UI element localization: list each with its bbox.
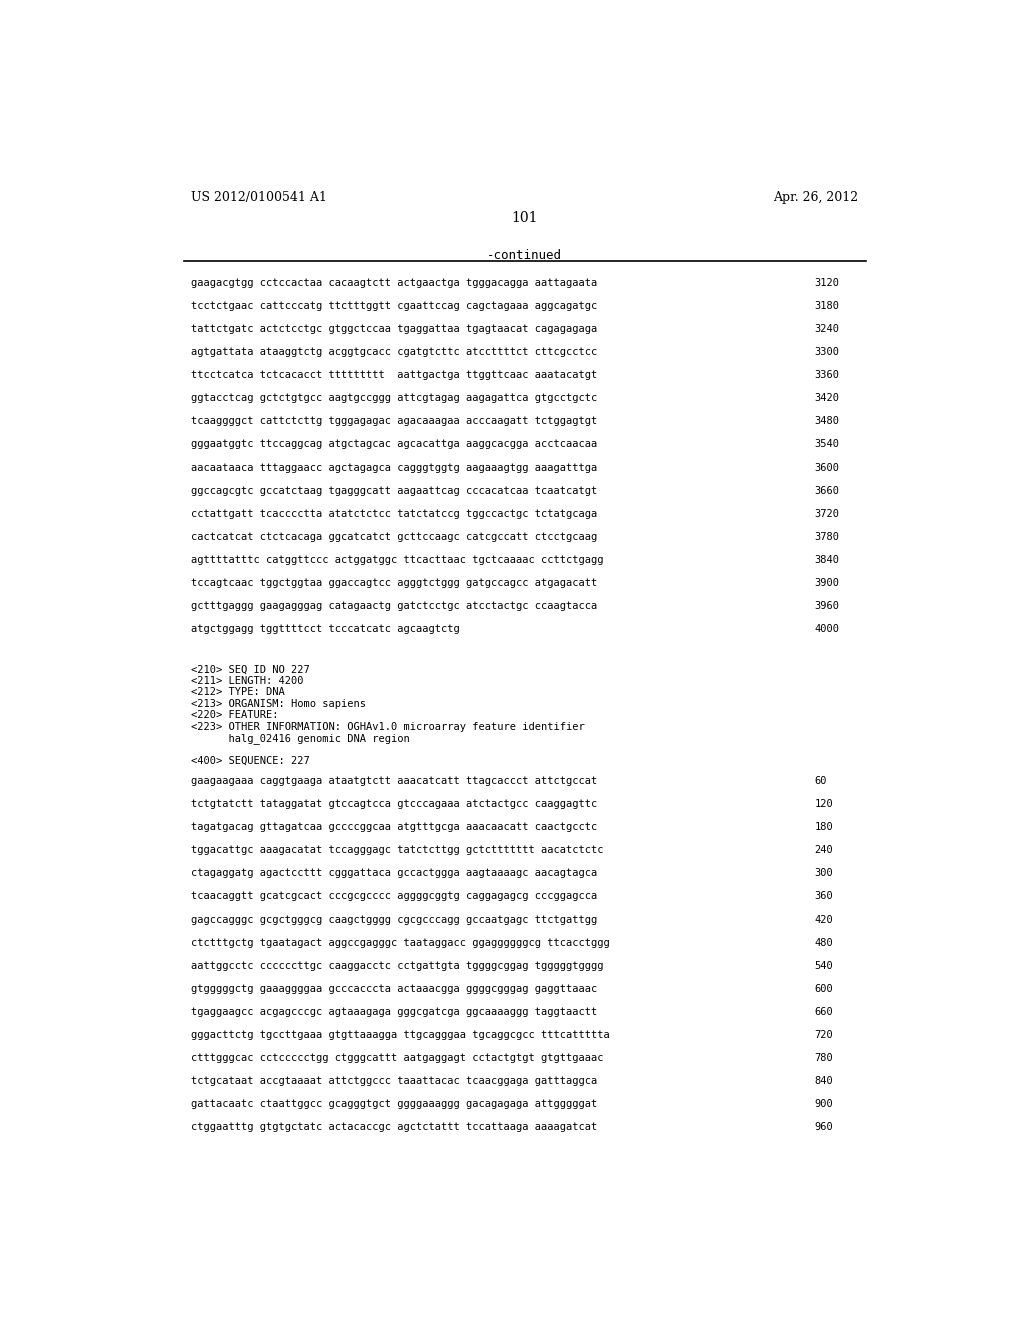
Text: 3540: 3540 [814,440,840,449]
Text: <210> SEQ ID NO 227: <210> SEQ ID NO 227 [191,664,310,675]
Text: ttcctcatca tctcacacct ttttttttt  aattgactga ttggttcaac aaatacatgt: ttcctcatca tctcacacct ttttttttt aattgact… [191,370,598,380]
Text: 60: 60 [814,776,827,785]
Text: 3480: 3480 [814,416,840,426]
Text: 3660: 3660 [814,486,840,495]
Text: gaagaagaaa caggtgaaga ataatgtctt aaacatcatt ttagcaccct attctgccat: gaagaagaaa caggtgaaga ataatgtctt aaacatc… [191,776,598,785]
Text: tcctctgaac cattcccatg ttctttggtt cgaattccag cagctagaaa aggcagatgc: tcctctgaac cattcccatg ttctttggtt cgaattc… [191,301,598,310]
Text: ggccagcgtc gccatctaag tgagggcatt aagaattcag cccacatcaa tcaatcatgt: ggccagcgtc gccatctaag tgagggcatt aagaatt… [191,486,598,495]
Text: tagatgacag gttagatcaa gccccggcaa atgtttgcga aaacaacatt caactgcctc: tagatgacag gttagatcaa gccccggcaa atgtttg… [191,822,598,832]
Text: <223> OTHER INFORMATION: OGHAv1.0 microarray feature identifier: <223> OTHER INFORMATION: OGHAv1.0 microa… [191,722,586,733]
Text: 540: 540 [814,961,834,970]
Text: 120: 120 [814,799,834,809]
Text: agttttatttc catggttccc actggatggc ttcacttaac tgctcaaaac ccttctgagg: agttttatttc catggttccc actggatggc ttcact… [191,554,604,565]
Text: tcaacaggtt gcatcgcact cccgcgcccc aggggcggtg caggagagcg cccggagcca: tcaacaggtt gcatcgcact cccgcgcccc aggggcg… [191,891,598,902]
Text: 3780: 3780 [814,532,840,541]
Text: <211> LENGTH: 4200: <211> LENGTH: 4200 [191,676,304,686]
Text: 960: 960 [814,1122,834,1133]
Text: tctgtatctt tataggatat gtccagtcca gtcccagaaa atctactgcc caaggagttc: tctgtatctt tataggatat gtccagtcca gtcccag… [191,799,598,809]
Text: gctttgaggg gaagagggag catagaactg gatctcctgc atcctactgc ccaagtacca: gctttgaggg gaagagggag catagaactg gatctcc… [191,601,598,611]
Text: 3180: 3180 [814,301,840,310]
Text: 360: 360 [814,891,834,902]
Text: gattacaatc ctaattggcc gcagggtgct ggggaaaggg gacagagaga attgggggat: gattacaatc ctaattggcc gcagggtgct ggggaaa… [191,1100,598,1109]
Text: 720: 720 [814,1030,834,1040]
Text: <213> ORGANISM: Homo sapiens: <213> ORGANISM: Homo sapiens [191,700,367,709]
Text: cctattgatt tcacccctta atatctctcc tatctatccg tggccactgc tctatgcaga: cctattgatt tcacccctta atatctctcc tatctat… [191,508,598,519]
Text: tattctgatc actctcctgc gtggctccaa tgaggattaa tgagtaacat cagagagaga: tattctgatc actctcctgc gtggctccaa tgaggat… [191,323,598,334]
Text: -continued: -continued [487,249,562,263]
Text: 420: 420 [814,915,834,924]
Text: gtgggggctg gaaaggggaa gcccacccta actaaacgga ggggcgggag gaggttaaac: gtgggggctg gaaaggggaa gcccacccta actaaac… [191,983,598,994]
Text: 780: 780 [814,1053,834,1063]
Text: tgaggaagcc acgagcccgc agtaaagaga gggcgatcga ggcaaaaggg taggtaactt: tgaggaagcc acgagcccgc agtaaagaga gggcgat… [191,1007,598,1016]
Text: 180: 180 [814,822,834,832]
Text: <220> FEATURE:: <220> FEATURE: [191,710,279,721]
Text: tcaaggggct cattctcttg tgggagagac agacaaagaa acccaagatt tctggagtgt: tcaaggggct cattctcttg tgggagagac agacaaa… [191,416,598,426]
Text: 240: 240 [814,845,834,855]
Text: 840: 840 [814,1076,834,1086]
Text: 3120: 3120 [814,277,840,288]
Text: aacaataaca tttaggaacc agctagagca cagggtggtg aagaaagtgg aaagatttga: aacaataaca tttaggaacc agctagagca cagggtg… [191,462,598,473]
Text: 600: 600 [814,983,834,994]
Text: 900: 900 [814,1100,834,1109]
Text: 3300: 3300 [814,347,840,356]
Text: tctgcataat accgtaaaat attctggccc taaattacac tcaacggaga gatttaggca: tctgcataat accgtaaaat attctggccc taaatta… [191,1076,598,1086]
Text: 3240: 3240 [814,323,840,334]
Text: 3600: 3600 [814,462,840,473]
Text: 480: 480 [814,937,834,948]
Text: 300: 300 [814,869,834,878]
Text: Apr. 26, 2012: Apr. 26, 2012 [773,191,858,203]
Text: 3900: 3900 [814,578,840,587]
Text: US 2012/0100541 A1: US 2012/0100541 A1 [191,191,328,203]
Text: 660: 660 [814,1007,834,1016]
Text: gagccagggc gcgctgggcg caagctgggg cgcgcccagg gccaatgagc ttctgattgg: gagccagggc gcgctgggcg caagctgggg cgcgccc… [191,915,598,924]
Text: 3420: 3420 [814,393,840,403]
Text: ctttgggcac cctccccctgg ctgggcattt aatgaggagt cctactgtgt gtgttgaaac: ctttgggcac cctccccctgg ctgggcattt aatgag… [191,1053,604,1063]
Text: <212> TYPE: DNA: <212> TYPE: DNA [191,688,286,697]
Text: ctagaggatg agactccttt cgggattaca gccactggga aagtaaaagc aacagtagca: ctagaggatg agactccttt cgggattaca gccactg… [191,869,598,878]
Text: 3840: 3840 [814,554,840,565]
Text: halg_02416 genomic DNA region: halg_02416 genomic DNA region [191,734,411,744]
Text: ggtacctcag gctctgtgcc aagtgccggg attcgtagag aagagattca gtgcctgctc: ggtacctcag gctctgtgcc aagtgccggg attcgta… [191,393,598,403]
Text: 3960: 3960 [814,601,840,611]
Text: ctctttgctg tgaatagact aggccgagggc taataggacc ggaggggggcg ttcacctggg: ctctttgctg tgaatagact aggccgagggc taatag… [191,937,610,948]
Text: ctggaatttg gtgtgctatc actacaccgc agctctattt tccattaaga aaaagatcat: ctggaatttg gtgtgctatc actacaccgc agctcta… [191,1122,598,1133]
Text: cactcatcat ctctcacaga ggcatcatct gcttccaagc catcgccatt ctcctgcaag: cactcatcat ctctcacaga ggcatcatct gcttcca… [191,532,598,541]
Text: gggaatggtc ttccaggcag atgctagcac agcacattga aaggcacgga acctcaacaa: gggaatggtc ttccaggcag atgctagcac agcacat… [191,440,598,449]
Text: gggacttctg tgccttgaaa gtgttaaagga ttgcagggaa tgcaggcgcc tttcattttta: gggacttctg tgccttgaaa gtgttaaagga ttgcag… [191,1030,610,1040]
Text: atgctggagg tggttttcct tcccatcatc agcaagtctg: atgctggagg tggttttcct tcccatcatc agcaagt… [191,624,460,634]
Text: 3360: 3360 [814,370,840,380]
Text: <400> SEQUENCE: 227: <400> SEQUENCE: 227 [191,756,310,766]
Text: tggacattgc aaagacatat tccagggagc tatctcttgg gctcttttttt aacatctctc: tggacattgc aaagacatat tccagggagc tatctct… [191,845,604,855]
Text: tccagtcaac tggctggtaa ggaccagtcc agggtctggg gatgccagcc atgagacatt: tccagtcaac tggctggtaa ggaccagtcc agggtct… [191,578,598,587]
Text: aattggcctc ccccccttgc caaggacctc cctgattgta tggggcggag tgggggtgggg: aattggcctc ccccccttgc caaggacctc cctgatt… [191,961,604,970]
Text: 101: 101 [512,211,538,224]
Text: agtgattata ataaggtctg acggtgcacc cgatgtcttc atccttttct cttcgcctcc: agtgattata ataaggtctg acggtgcacc cgatgtc… [191,347,598,356]
Text: 3720: 3720 [814,508,840,519]
Text: gaagacgtgg cctccactaa cacaagtctt actgaactga tgggacagga aattagaata: gaagacgtgg cctccactaa cacaagtctt actgaac… [191,277,598,288]
Text: 4000: 4000 [814,624,840,634]
